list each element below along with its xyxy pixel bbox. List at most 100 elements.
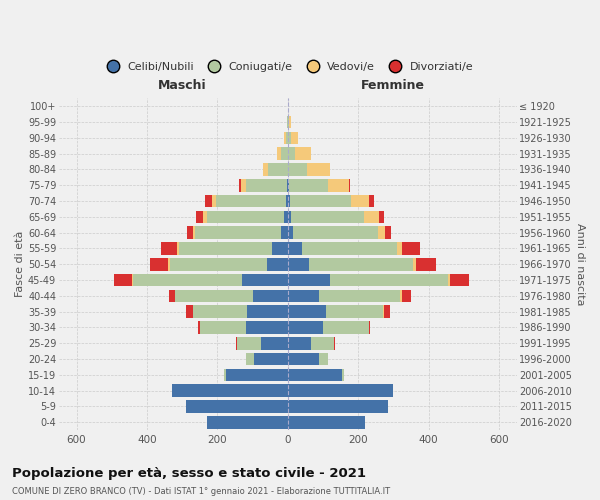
- Bar: [288, 290, 319, 302]
- Bar: [290, 194, 351, 207]
- Bar: [385, 226, 391, 239]
- Bar: [236, 337, 237, 349]
- Bar: [114, 274, 132, 286]
- Bar: [212, 194, 215, 207]
- Bar: [151, 258, 168, 270]
- Bar: [343, 368, 344, 381]
- Bar: [185, 400, 288, 413]
- Bar: [254, 352, 288, 366]
- Bar: [288, 179, 289, 192]
- Bar: [253, 290, 288, 302]
- Bar: [288, 384, 394, 397]
- Text: Popolazione per età, sesso e stato civile - 2021: Popolazione per età, sesso e stato civil…: [12, 468, 366, 480]
- Bar: [384, 306, 390, 318]
- Bar: [193, 226, 195, 239]
- Bar: [288, 163, 307, 176]
- Bar: [179, 242, 272, 255]
- Bar: [239, 179, 241, 192]
- Bar: [307, 163, 330, 176]
- Bar: [266, 258, 288, 270]
- Bar: [413, 258, 416, 270]
- Bar: [288, 400, 388, 413]
- Bar: [245, 352, 254, 366]
- Bar: [177, 242, 179, 255]
- Bar: [132, 274, 133, 286]
- Bar: [402, 242, 420, 255]
- Bar: [379, 210, 384, 223]
- Bar: [288, 132, 290, 144]
- Bar: [449, 274, 469, 286]
- Bar: [288, 321, 323, 334]
- Bar: [288, 116, 289, 128]
- Bar: [288, 416, 365, 428]
- Bar: [193, 306, 247, 318]
- Legend: Celibi/Nubili, Coniugati/e, Vedovi/e, Divorziati/e: Celibi/Nubili, Coniugati/e, Vedovi/e, Di…: [98, 58, 478, 76]
- Bar: [311, 337, 334, 349]
- Bar: [200, 321, 245, 334]
- Bar: [195, 226, 281, 239]
- Bar: [377, 226, 385, 239]
- Bar: [289, 179, 328, 192]
- Bar: [319, 352, 328, 366]
- Bar: [326, 306, 383, 318]
- Bar: [288, 194, 290, 207]
- Bar: [334, 337, 335, 349]
- Bar: [168, 258, 170, 270]
- Bar: [323, 321, 369, 334]
- Bar: [237, 337, 262, 349]
- Bar: [286, 194, 288, 207]
- Bar: [169, 290, 175, 302]
- Bar: [290, 132, 298, 144]
- Bar: [383, 306, 384, 318]
- Bar: [287, 116, 288, 128]
- Bar: [288, 226, 293, 239]
- Bar: [281, 226, 288, 239]
- Bar: [226, 368, 288, 381]
- Bar: [302, 242, 397, 255]
- Bar: [288, 368, 343, 381]
- Bar: [288, 274, 330, 286]
- Bar: [247, 306, 288, 318]
- Bar: [245, 321, 288, 334]
- Bar: [400, 290, 402, 302]
- Bar: [288, 210, 290, 223]
- Bar: [205, 194, 212, 207]
- Bar: [351, 194, 369, 207]
- Bar: [288, 148, 295, 160]
- Bar: [369, 321, 370, 334]
- Bar: [448, 274, 449, 286]
- Bar: [241, 179, 246, 192]
- Y-axis label: Anni di nascita: Anni di nascita: [575, 223, 585, 306]
- Bar: [284, 132, 286, 144]
- Bar: [369, 194, 374, 207]
- Bar: [262, 337, 288, 349]
- Bar: [187, 306, 193, 318]
- Bar: [349, 179, 350, 192]
- Y-axis label: Fasce di età: Fasce di età: [15, 231, 25, 298]
- Bar: [207, 416, 288, 428]
- Bar: [263, 163, 268, 176]
- Bar: [198, 321, 200, 334]
- Bar: [286, 132, 288, 144]
- Bar: [288, 306, 326, 318]
- Bar: [284, 210, 288, 223]
- Bar: [330, 274, 448, 286]
- Bar: [175, 290, 253, 302]
- Bar: [170, 258, 266, 270]
- Bar: [328, 179, 349, 192]
- Bar: [397, 242, 402, 255]
- Bar: [293, 226, 377, 239]
- Bar: [203, 210, 207, 223]
- Text: Maschi: Maschi: [158, 78, 207, 92]
- Bar: [246, 179, 287, 192]
- Bar: [196, 210, 203, 223]
- Bar: [289, 116, 290, 128]
- Bar: [288, 352, 319, 366]
- Bar: [295, 148, 311, 160]
- Bar: [364, 210, 379, 223]
- Bar: [277, 148, 281, 160]
- Bar: [281, 148, 288, 160]
- Bar: [268, 163, 288, 176]
- Bar: [242, 274, 288, 286]
- Bar: [309, 258, 413, 270]
